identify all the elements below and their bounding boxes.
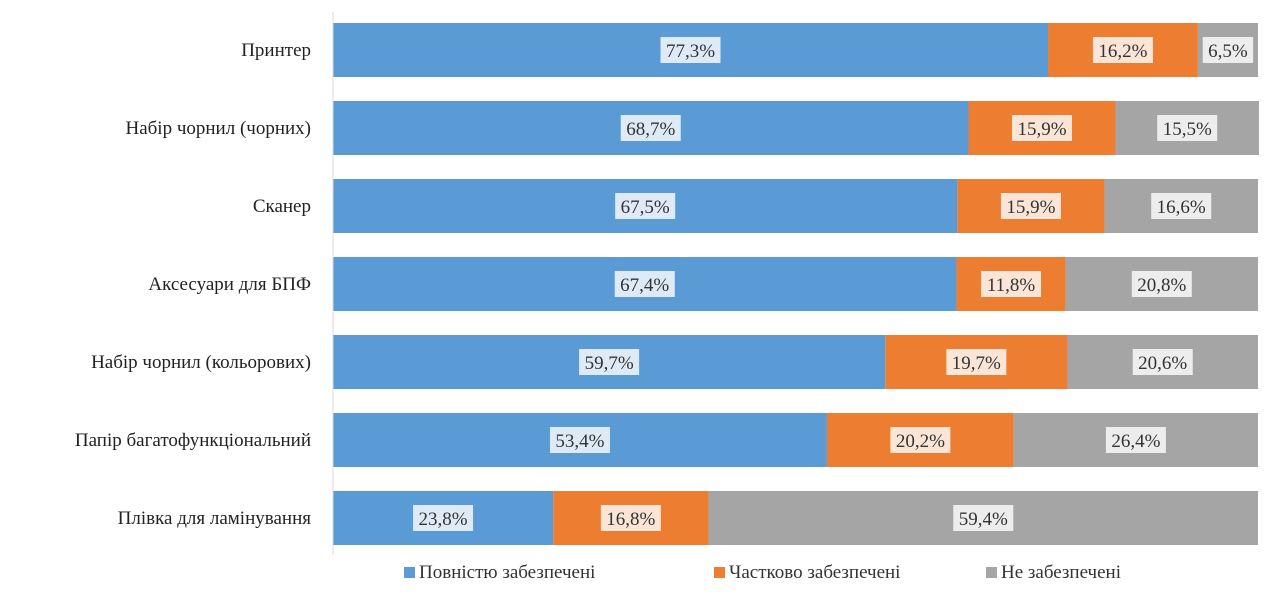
- category-label: Сканер: [253, 196, 311, 217]
- data-label: 20,6%: [1138, 353, 1187, 374]
- data-label: 11,8%: [987, 275, 1036, 296]
- data-label: 19,7%: [952, 353, 1001, 374]
- data-label: 59,7%: [585, 353, 634, 374]
- data-label: 77,3%: [666, 41, 715, 62]
- category-label: Плівка для ламінування: [118, 508, 312, 529]
- data-label-box: [1105, 427, 1166, 453]
- data-label: 67,5%: [621, 197, 670, 218]
- data-label: 16,6%: [1157, 197, 1206, 218]
- data-label-box: [600, 505, 661, 531]
- data-label: 15,5%: [1163, 119, 1212, 140]
- category-label: Набір чорнил (чорних): [125, 118, 311, 139]
- category-labels: Принтер Набір чорнил (чорних) Сканер Аксесу…: [75, 40, 311, 529]
- data-label-box: [615, 193, 676, 219]
- data-label: 16,8%: [606, 509, 655, 530]
- data-label: 67,4%: [620, 275, 669, 296]
- legend-swatch: [986, 567, 997, 578]
- data-label-box: [953, 505, 1014, 531]
- legend-swatch: [404, 567, 415, 578]
- legend-label: Не забезпечені: [1001, 562, 1121, 583]
- data-label: 15,9%: [1006, 197, 1055, 218]
- data-label-box: [946, 349, 1007, 375]
- category-label: Аксесуари для БПФ: [148, 274, 311, 295]
- data-label: 26,4%: [1111, 431, 1160, 452]
- legend-swatch: [714, 567, 725, 578]
- data-label-box: [620, 115, 681, 141]
- data-label-box: [549, 427, 610, 453]
- data-label-box: [1012, 115, 1073, 141]
- data-label: 59,4%: [959, 509, 1008, 530]
- data-label-box: [890, 427, 951, 453]
- data-label-box: [1000, 193, 1061, 219]
- data-label: 20,8%: [1137, 275, 1186, 296]
- bars-group: 77,3% 16,2% 6,5% 68,7% 15,9% 15,5% 67,5% 15,9% 1…: [333, 23, 1259, 545]
- data-label-box: [579, 349, 640, 375]
- data-label-box: [981, 271, 1042, 297]
- data-label-box: [1092, 37, 1153, 63]
- data-label: 68,7%: [626, 119, 675, 140]
- data-label-box: [1202, 37, 1254, 63]
- data-label: 53,4%: [555, 431, 604, 452]
- legend: Повністю забезпечені Частково забезпечені…: [404, 562, 1121, 583]
- legend-label: Частково забезпечені: [729, 562, 900, 583]
- data-label: 20,2%: [896, 431, 945, 452]
- data-label-box: [413, 505, 474, 531]
- data-label: 6,5%: [1208, 41, 1248, 62]
- legend-label: Повністю забезпечені: [419, 562, 595, 583]
- data-label-box: [1157, 115, 1218, 141]
- data-label: 15,9%: [1017, 119, 1066, 140]
- category-label: Принтер: [241, 40, 311, 61]
- data-label-box: [614, 271, 675, 297]
- data-label-box: [1132, 349, 1193, 375]
- category-label: Набір чорнил (кольорових): [91, 352, 311, 373]
- data-label: 16,2%: [1098, 41, 1147, 62]
- data-label-box: [660, 37, 721, 63]
- data-label-box: [1151, 193, 1212, 219]
- category-label: Папір багатофункціональний: [75, 430, 311, 451]
- data-label-box: [1131, 271, 1192, 297]
- data-label: 23,8%: [419, 509, 468, 530]
